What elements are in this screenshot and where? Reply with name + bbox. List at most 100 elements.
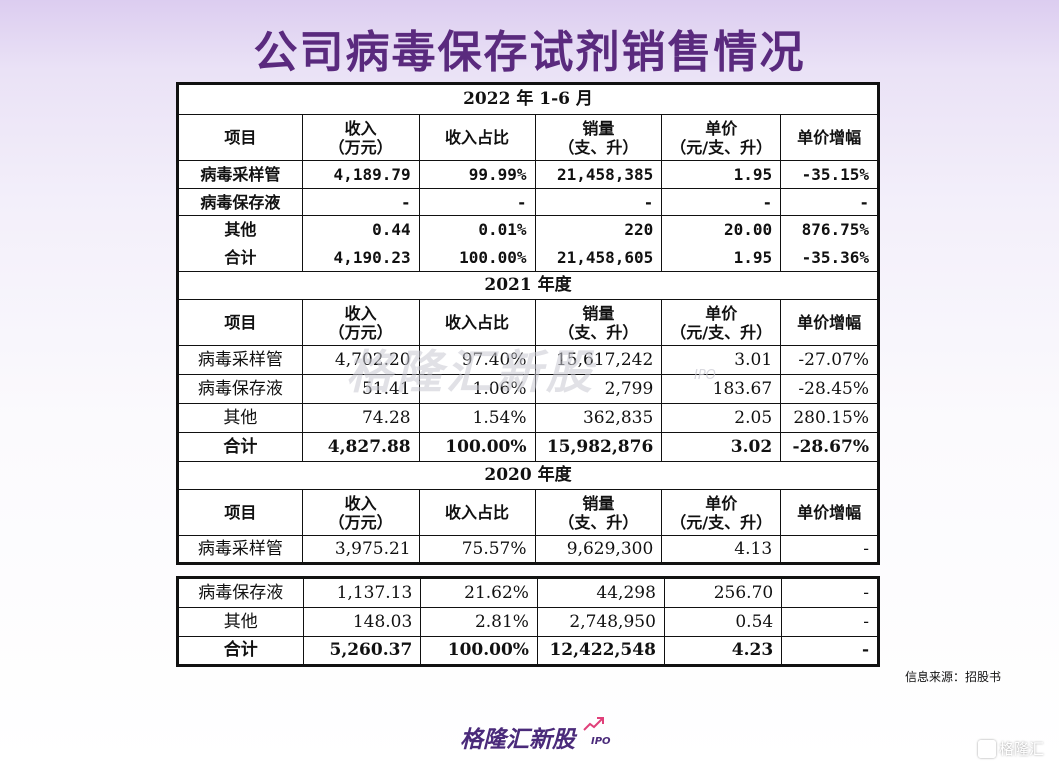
row-share: 100.00%	[418, 243, 536, 272]
table-row: 病毒保存液 51.41 1.06% 2,799 183.67 -28.45%	[177, 374, 879, 404]
period-label: 2022 年 1-6 月	[177, 83, 879, 115]
table-row: 病毒采样管 4,189.79 99.99% 21,458,385 1.95 -3…	[177, 160, 879, 189]
column-header-row: 项目 收入 （万元） 收入占比 销量 （支、升） 单价 （元/支、升） 单价增幅	[177, 489, 879, 536]
row-revenue: 74.28	[301, 403, 420, 433]
col-item: 项目	[177, 489, 303, 536]
row-share: 99.99%	[418, 160, 536, 189]
row-volume: 2,748,950	[536, 607, 665, 637]
col-growth: 单价增幅	[780, 299, 879, 346]
corner-logo: 格隆汇	[978, 738, 1044, 759]
row-growth: -	[781, 577, 879, 608]
row-revenue: 51.41	[301, 374, 420, 404]
source-note: 信息来源：招股书	[905, 670, 1002, 684]
row-price: 1.95	[661, 160, 782, 189]
row-price: 4.23	[663, 636, 783, 666]
brand-suffix: IPO	[591, 736, 611, 747]
row-share: -	[418, 188, 536, 216]
table-row: 病毒采样管 4,702.20 97.40% 15,617,242 3.01 -2…	[177, 345, 879, 375]
sales-table-continued: 病毒保存液 1,137.13 21.62% 44,298 256.70 - 其他…	[176, 576, 880, 667]
col-share: 收入占比	[418, 299, 536, 346]
page-title: 公司病毒保存试剂销售情况	[253, 27, 806, 78]
table-row: 其他 0.44 0.01% 220 20.00 876.75%	[177, 215, 879, 244]
row-item: 其他	[177, 215, 303, 244]
table-row: 病毒保存液 - - - - -	[177, 188, 879, 216]
corner-logo-text: 格隆汇	[999, 740, 1045, 758]
row-growth: -35.15%	[780, 160, 879, 189]
column-header-row: 项目 收入 （万元） 收入占比 销量 （支、升） 单价 （元/支、升） 单价增幅	[177, 299, 879, 346]
row-share: 75.57%	[418, 535, 536, 564]
col-item: 项目	[177, 114, 303, 161]
row-volume: 2,799	[534, 374, 663, 404]
row-price: 3.02	[661, 432, 782, 462]
row-price: 256.70	[663, 577, 783, 608]
section-header: 2020 年度	[177, 461, 879, 490]
row-revenue: 148.03	[302, 607, 422, 637]
row-share: 97.40%	[418, 345, 536, 375]
section-header: 2021 年度	[177, 271, 879, 300]
table-row-total: 合计 4,827.88 100.00% 15,982,876 3.02 -28.…	[177, 432, 879, 462]
col-volume: 销量 （支、升）	[534, 489, 663, 536]
row-revenue: -	[301, 188, 420, 216]
col-price: 单价 （元/支、升）	[661, 299, 782, 346]
row-share: 21.62%	[420, 577, 538, 608]
row-growth: 876.75%	[780, 215, 879, 244]
col-price: 单价 （元/支、升）	[661, 114, 782, 161]
row-item: 合计	[177, 636, 304, 666]
row-volume: 12,422,548	[536, 636, 665, 666]
row-growth: -28.45%	[780, 374, 879, 404]
row-price: -	[661, 188, 782, 216]
row-revenue: 0.44	[301, 215, 420, 244]
row-item: 病毒采样管	[177, 160, 303, 189]
row-growth: -35.36%	[780, 243, 879, 272]
table-row-total: 合计 5,260.37 100.00% 12,422,548 4.23 -	[177, 636, 879, 666]
col-revenue: 收入 （万元）	[301, 114, 420, 161]
row-growth: -27.07%	[780, 345, 879, 375]
row-volume: -	[534, 188, 663, 216]
logo-icon	[978, 739, 996, 758]
row-volume: 15,617,242	[534, 345, 663, 375]
row-item: 合计	[177, 432, 303, 462]
row-price: 3.01	[661, 345, 782, 375]
row-item: 病毒保存液	[177, 374, 303, 404]
row-revenue: 4,189.79	[301, 160, 420, 189]
row-price: 183.67	[661, 374, 782, 404]
row-volume: 21,458,385	[534, 160, 663, 189]
period-label: 2021 年度	[177, 271, 879, 300]
row-growth: -	[780, 535, 879, 564]
column-header-row: 项目 收入 （万元） 收入占比 销量 （支、升） 单价 （元/支、升） 单价增幅	[177, 114, 879, 161]
row-price: 1.95	[661, 243, 782, 272]
row-revenue: 4,702.20	[301, 345, 420, 375]
row-price: 0.54	[663, 607, 783, 637]
row-share: 100.00%	[418, 432, 536, 462]
table-row: 其他 74.28 1.54% 362,835 2.05 280.15%	[177, 403, 879, 433]
row-revenue: 4,190.23	[301, 243, 420, 272]
row-item: 病毒采样管	[177, 345, 303, 375]
watermark-suffix: IPO	[694, 368, 716, 383]
row-revenue: 3,975.21	[301, 535, 420, 564]
col-share: 收入占比	[418, 489, 536, 536]
row-growth: -	[781, 607, 879, 637]
row-volume: 15,982,876	[534, 432, 663, 462]
col-price: 单价 （元/支、升）	[661, 489, 782, 536]
row-item: 其他	[177, 403, 303, 433]
col-growth: 单价增幅	[780, 114, 879, 161]
table-row: 病毒保存液 1,137.13 21.62% 44,298 256.70 -	[177, 577, 879, 608]
sales-table: 2022 年 1-6 月 项目 收入 （万元） 收入占比 销量 （支、升） 单价 （元…	[176, 82, 880, 565]
brand-logo: 格隆汇新股	[460, 727, 575, 753]
row-share: 2.81%	[420, 607, 538, 637]
row-volume: 9,629,300	[534, 535, 663, 564]
col-growth: 单价增幅	[780, 489, 879, 536]
row-growth: -28.67%	[780, 432, 879, 462]
row-volume: 362,835	[534, 403, 663, 433]
col-item: 项目	[177, 299, 303, 346]
period-label: 2020 年度	[177, 461, 879, 490]
row-share: 100.00%	[420, 636, 538, 666]
arrow-up-icon	[583, 717, 604, 731]
row-volume: 220	[534, 215, 663, 244]
row-price: 4.13	[661, 535, 782, 564]
section-header: 2022 年 1-6 月	[177, 83, 879, 115]
row-growth: -	[780, 188, 879, 216]
row-share: 1.54%	[418, 403, 536, 433]
row-price: 20.00	[661, 215, 782, 244]
row-item: 病毒保存液	[177, 188, 303, 216]
